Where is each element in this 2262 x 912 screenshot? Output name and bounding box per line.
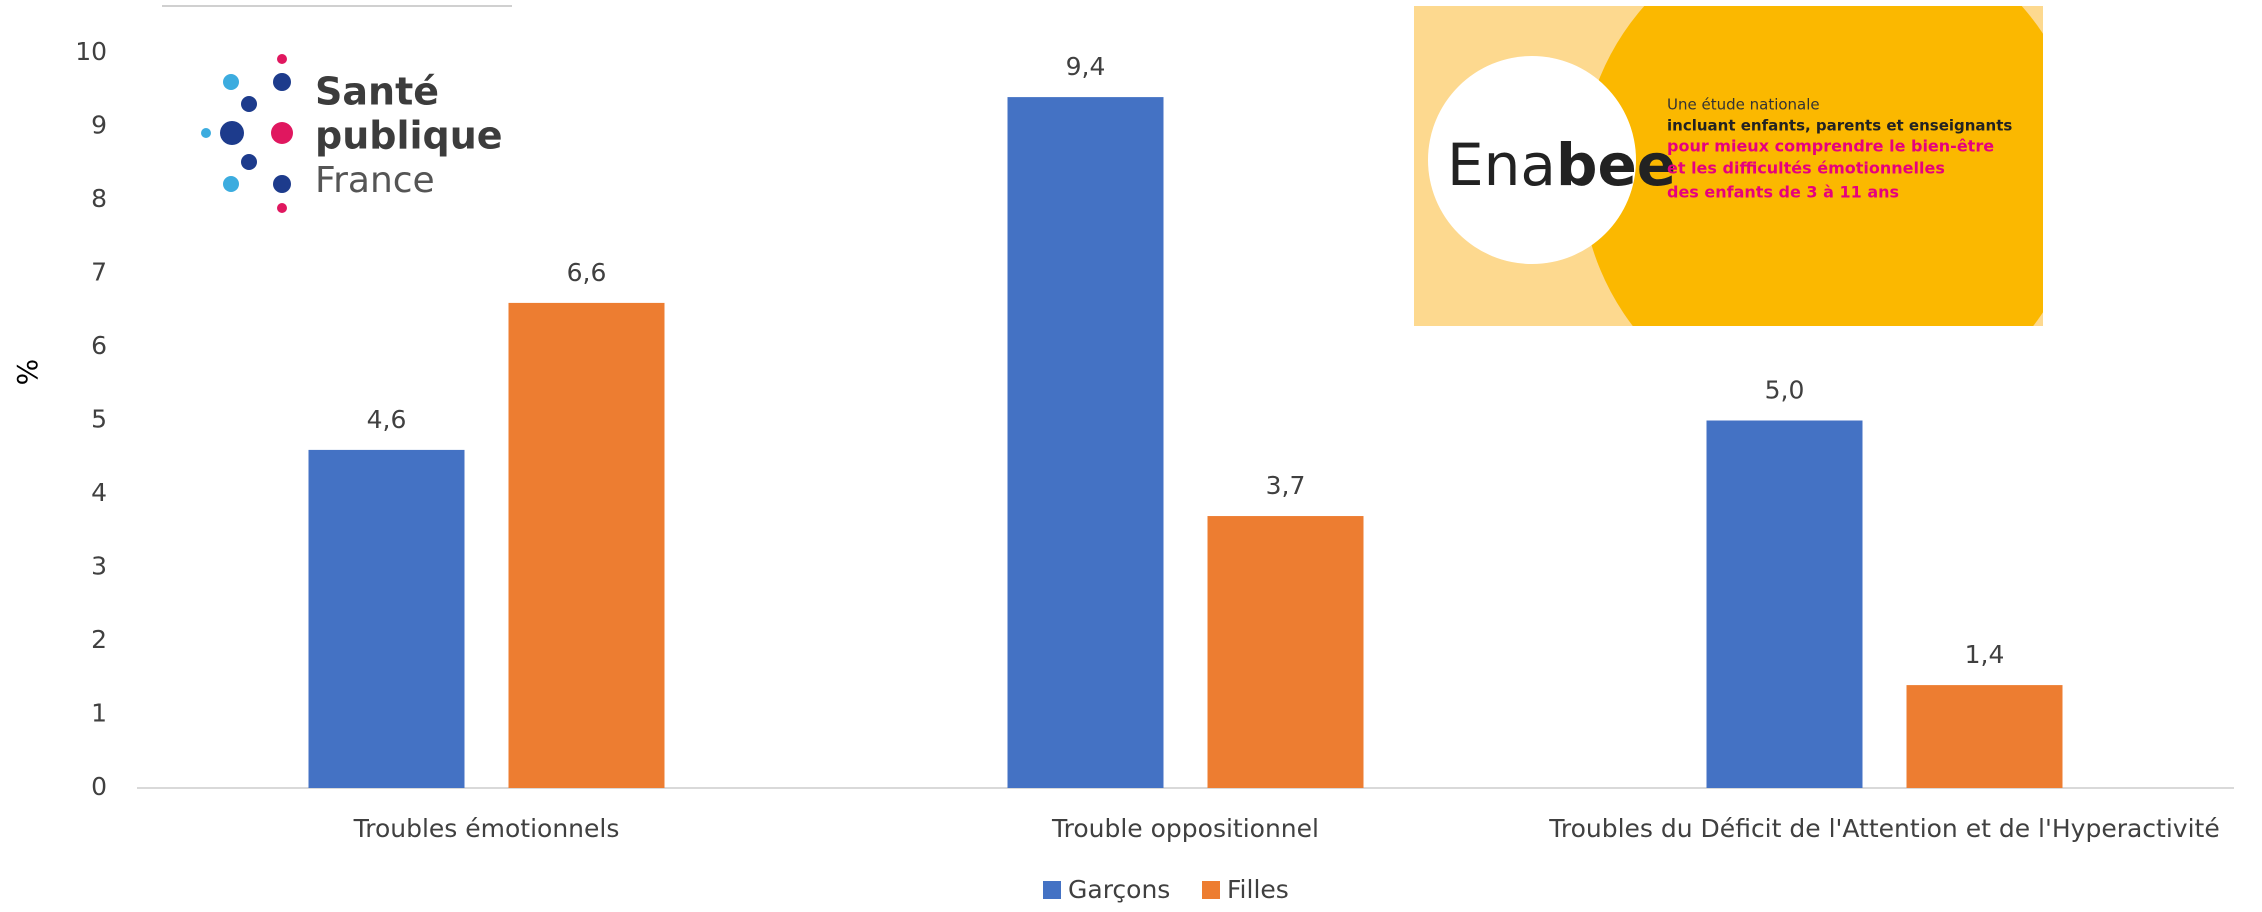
- logo-text: Enabee: [1447, 131, 1676, 199]
- y-tick-label: 5: [91, 405, 107, 434]
- logo-text: bee: [1556, 131, 1676, 199]
- y-tick-label: 6: [91, 331, 107, 360]
- logo-text: France: [315, 160, 435, 201]
- logo-text: pour mieux comprendre le bien-être: [1667, 137, 1994, 156]
- value-label: 6,6: [567, 258, 607, 287]
- y-tick-label: 9: [91, 111, 107, 140]
- bar: [1208, 516, 1364, 788]
- y-tick-label: 2: [91, 625, 107, 654]
- logo-text: Une étude nationale: [1667, 96, 1820, 114]
- y-tick-label: 10: [75, 37, 107, 66]
- value-label: 5,0: [1765, 376, 1805, 405]
- y-tick-label: 8: [91, 184, 107, 213]
- value-label: 4,6: [367, 405, 407, 434]
- legend-swatch: [1202, 881, 1220, 899]
- y-tick-label: 0: [91, 772, 107, 801]
- logo-text: Santé: [315, 70, 439, 114]
- legend-label: Garçons: [1068, 875, 1170, 904]
- value-label: 1,4: [1965, 640, 2005, 669]
- spf-logo: Santé publique France: [201, 54, 503, 213]
- y-axis-label: %: [11, 359, 44, 386]
- logo-text: des enfants de 3 à 11 ans: [1667, 183, 1899, 202]
- bar: [509, 303, 665, 788]
- legend-swatch: [1043, 881, 1061, 899]
- chart: Santé publique France Enabee Une étude n…: [0, 0, 2262, 908]
- value-label: 9,4: [1066, 52, 1106, 81]
- legend-label: Filles: [1227, 875, 1289, 904]
- y-tick-label: 1: [91, 699, 107, 728]
- x-tick-label: Troubles du Déficit de l'Attention et de…: [1548, 814, 2219, 843]
- bar: [1008, 97, 1164, 788]
- bar: [1707, 421, 1863, 789]
- value-label: 3,7: [1266, 471, 1306, 500]
- bar: [309, 450, 465, 788]
- y-tick-label: 4: [91, 478, 107, 507]
- bar: [1907, 685, 2063, 788]
- enabee-logo: Enabee Une étude nationale incluant enfa…: [1414, 0, 2085, 425]
- logo-text: publique: [315, 114, 503, 158]
- x-tick-label: Trouble oppositionnel: [1051, 814, 1319, 843]
- logo-text: Ena: [1447, 131, 1556, 199]
- x-tick-label: Troubles émotionnels: [353, 814, 620, 843]
- logo-text: et les difficultés émotionnelles: [1667, 159, 1945, 178]
- logo-text: incluant enfants, parents et enseignants: [1667, 117, 2012, 135]
- y-tick-label: 3: [91, 552, 107, 581]
- y-tick-label: 7: [91, 258, 107, 287]
